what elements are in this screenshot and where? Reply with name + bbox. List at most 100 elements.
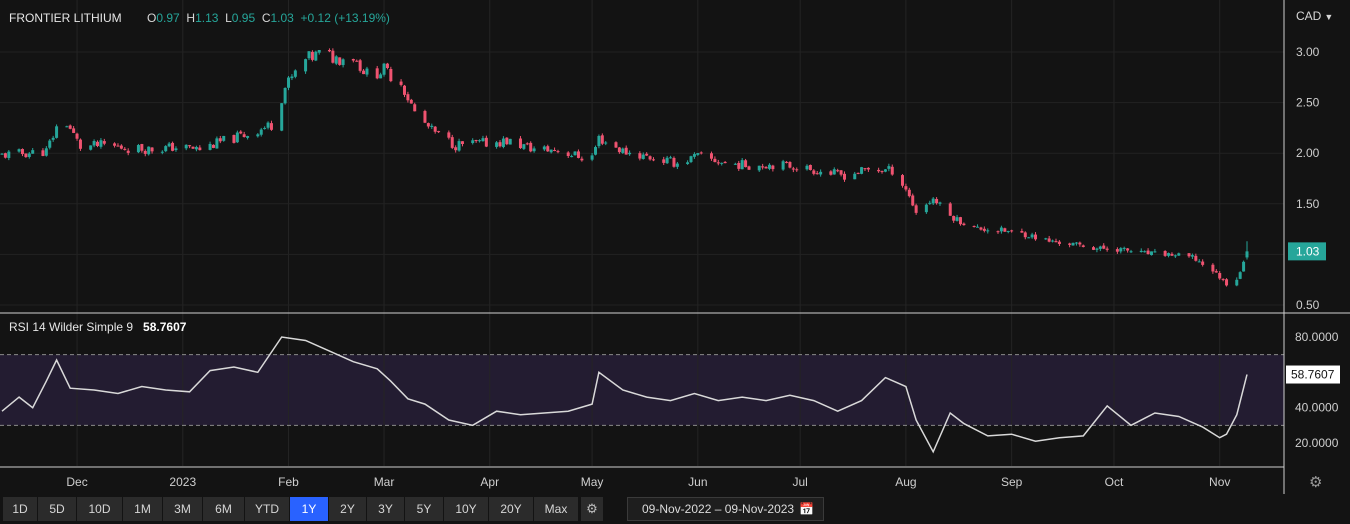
candle-body — [935, 198, 939, 204]
candle-body — [1167, 253, 1171, 256]
candle-body — [948, 203, 952, 216]
range-button-5y[interactable]: 5Y — [405, 497, 443, 521]
candle-body — [744, 160, 748, 168]
candle-body — [304, 59, 308, 72]
candle-body — [955, 217, 959, 221]
candle-body — [423, 111, 427, 123]
candle-body — [474, 140, 478, 142]
candle-body — [791, 168, 795, 170]
rsi-legend: RSI 14 Wilder Simple 9 58.7607 — [9, 320, 186, 334]
candle-body — [952, 215, 956, 221]
range-button-10d[interactable]: 10D — [77, 497, 122, 521]
candle-body — [709, 153, 713, 159]
candle-body — [699, 152, 703, 154]
currency-selector[interactable]: CAD ▼ — [1296, 9, 1333, 23]
candle-body — [549, 149, 553, 153]
candle-body — [508, 138, 512, 145]
range-button-1d[interactable]: 1D — [3, 497, 37, 521]
date-range-text: 09-Nov-2022 – 09-Nov-2023 — [642, 502, 795, 516]
price-axis[interactable]: 3.002.502.001.501.000.50 — [1296, 45, 1320, 312]
candle-body — [341, 59, 345, 66]
x-tick-label: Nov — [1209, 475, 1230, 489]
range-button-6m[interactable]: 6M — [203, 497, 244, 521]
candle-body — [556, 151, 560, 153]
range-button-20y[interactable]: 20Y — [489, 497, 533, 521]
candle-body — [119, 145, 123, 149]
range-button-1m[interactable]: 1M — [123, 497, 162, 521]
candle-body — [877, 169, 881, 172]
candle-body — [1149, 251, 1153, 256]
candle-body — [1139, 250, 1143, 253]
candle-body — [1044, 238, 1048, 240]
candle-body — [843, 173, 847, 180]
candle-body — [27, 153, 31, 157]
high-label: H — [186, 11, 196, 25]
candle-body — [641, 154, 645, 159]
candle-body — [167, 143, 171, 147]
candle-body — [194, 147, 198, 150]
candle-body — [982, 228, 986, 231]
candle-body — [242, 134, 246, 138]
rsi-tick-label: 80.0000 — [1295, 330, 1339, 344]
date-range-picker[interactable]: 09-Nov-2022 – 09-Nov-2023 📅 — [627, 497, 824, 521]
candle-body — [1187, 253, 1191, 257]
candle-body — [532, 148, 536, 152]
candle-body — [621, 148, 625, 153]
price-tick-label: 2.00 — [1296, 146, 1320, 160]
candle-body — [150, 147, 154, 152]
candle-body — [1034, 234, 1038, 240]
candle-body — [78, 139, 82, 149]
candle-body — [307, 51, 311, 59]
x-tick-label: Jul — [792, 475, 807, 489]
candle-body — [979, 227, 983, 230]
range-button-2y[interactable]: 2Y — [329, 497, 366, 521]
candle-body — [338, 57, 342, 65]
rsi-axis[interactable]: 80.0000 40.0000 20.0000 — [1295, 330, 1339, 450]
candle-body — [573, 151, 577, 156]
candle-body — [239, 131, 243, 134]
candle-body — [123, 148, 127, 150]
candle-body — [692, 154, 696, 157]
chart-settings-gear-icon[interactable]: ⚙ — [1309, 474, 1323, 491]
range-button-10y[interactable]: 10Y — [444, 497, 488, 521]
candle-body — [907, 189, 911, 197]
candle-body — [113, 143, 117, 146]
candle-body — [672, 157, 676, 167]
candle-body — [900, 175, 904, 186]
candle-body — [3, 153, 7, 158]
candle-body — [1177, 253, 1181, 256]
candle-body — [68, 125, 72, 129]
candle-body — [958, 217, 962, 225]
chevron-down-icon: ▼ — [1324, 12, 1334, 22]
candle-body — [1030, 234, 1034, 238]
range-settings-gear-icon[interactable]: ⚙ — [581, 497, 603, 521]
candle-body — [1221, 278, 1225, 280]
candle-body — [1194, 255, 1198, 261]
candle-body — [48, 140, 52, 148]
candle-body — [355, 60, 359, 62]
x-tick-label: Oct — [1105, 475, 1124, 489]
candle-body — [143, 150, 147, 154]
range-button-ytd[interactable]: YTD — [245, 497, 289, 521]
candle-body — [116, 145, 120, 147]
candle-body — [501, 138, 505, 147]
candle-body — [1173, 255, 1177, 257]
rsi-line — [1, 336, 1248, 454]
range-button-1y[interactable]: 1Y — [290, 497, 328, 521]
candle-body — [812, 170, 816, 174]
candle-body — [737, 162, 741, 169]
candle-body — [1122, 247, 1126, 249]
range-button-5d[interactable]: 5D — [38, 497, 76, 521]
candle-body — [785, 161, 789, 163]
y-gridlines — [0, 51, 1284, 306]
candle-body — [310, 51, 314, 60]
candle-body — [720, 162, 724, 164]
candle-body — [222, 135, 226, 141]
range-button-3m[interactable]: 3M — [163, 497, 202, 521]
candle-body — [484, 137, 488, 147]
range-button-max[interactable]: Max — [534, 497, 578, 521]
range-button-3y[interactable]: 3Y — [367, 497, 404, 521]
last-rsi-label: 58.7607 — [1291, 368, 1335, 382]
time-axis[interactable]: Dec 2023 Feb Mar Apr May Jun Jul Aug Sep Oct Nov — [66, 475, 1230, 489]
candle-body — [645, 153, 649, 156]
